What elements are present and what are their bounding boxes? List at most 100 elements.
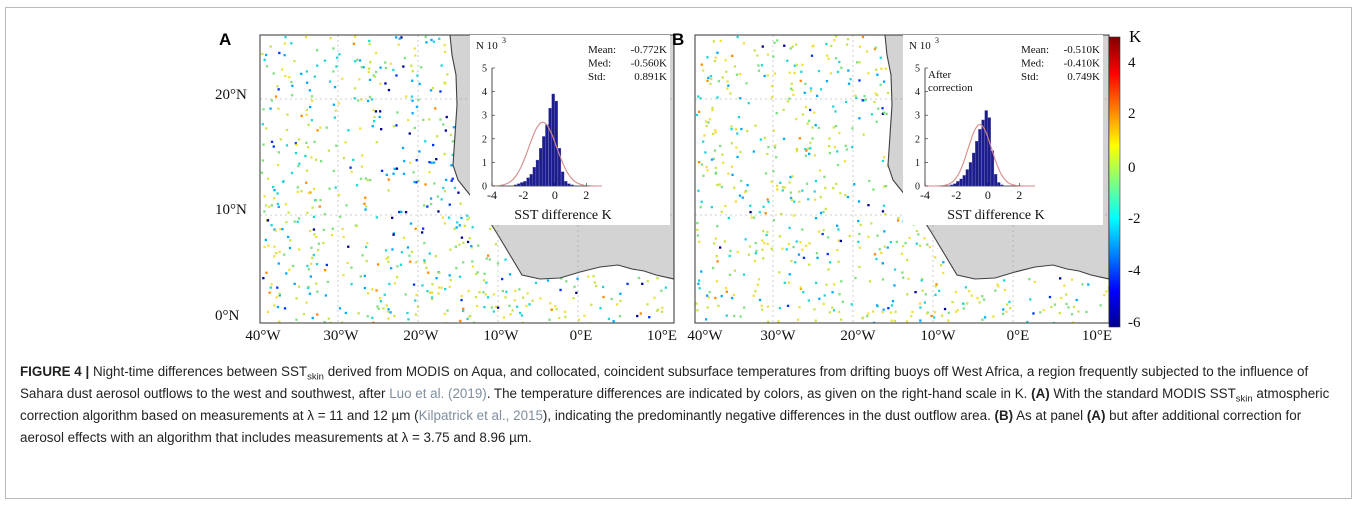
scatter-point <box>399 263 403 266</box>
scatter-point <box>330 234 334 237</box>
scatter-point <box>305 301 308 304</box>
scatter-point <box>484 293 487 296</box>
scatter-point <box>489 227 492 230</box>
caption-ref-luo[interactable]: Luo et al. (2019) <box>389 386 487 401</box>
scatter-point <box>354 35 357 38</box>
scatter-point <box>291 264 295 268</box>
scatter-point <box>358 78 361 81</box>
scatter-point <box>818 297 821 300</box>
scatter-point <box>813 111 816 114</box>
scatter-point <box>270 99 273 102</box>
scatter-point <box>268 205 271 208</box>
scatter-point <box>273 255 276 258</box>
scatter-point <box>878 248 881 251</box>
scatter-point <box>738 72 742 76</box>
scatter-point <box>1039 311 1042 314</box>
scatter-point <box>324 294 327 297</box>
scatter-point <box>915 242 918 245</box>
scatter-point <box>317 242 321 245</box>
scatter-point <box>924 293 927 296</box>
scatter-point <box>316 49 319 52</box>
scatter-point <box>494 305 497 308</box>
histogram-bar <box>968 162 973 187</box>
scatter-point <box>934 285 937 288</box>
scatter-point <box>269 45 272 48</box>
scatter-point <box>1077 310 1080 313</box>
scatter-point <box>398 37 401 40</box>
scatter-point <box>576 277 579 280</box>
caption-text-6: ), indicating the predominantly negative… <box>542 408 995 423</box>
scatter-point <box>437 292 440 295</box>
scatter-point <box>470 246 473 249</box>
scatter-point <box>338 53 341 56</box>
histogram-bar <box>548 107 552 187</box>
scatter-point <box>265 271 268 274</box>
scatter-point <box>328 187 331 190</box>
scatter-point <box>282 180 285 184</box>
scatter-point <box>411 70 414 73</box>
scatter-point <box>288 76 291 79</box>
scatter-point <box>283 253 286 256</box>
scatter-point <box>505 290 508 293</box>
scatter-point <box>268 291 271 294</box>
scatter-point <box>807 119 811 122</box>
scatter-point <box>822 302 825 305</box>
scatter-point <box>964 286 967 289</box>
scatter-point <box>276 85 279 88</box>
scatter-point <box>342 274 345 277</box>
scatter-point <box>864 98 867 101</box>
scatter-point <box>402 65 405 68</box>
inset-stat-name: Std: <box>1021 71 1039 83</box>
scatter-point <box>332 70 335 73</box>
scatter-point <box>393 314 396 318</box>
scatter-point <box>807 198 810 201</box>
scatter-point <box>432 143 435 147</box>
scatter-point <box>458 224 461 227</box>
scatter-point <box>1067 306 1070 309</box>
scatter-point <box>418 82 421 85</box>
scatter-point <box>300 114 303 117</box>
scatter-point <box>788 226 791 229</box>
scatter-point <box>792 93 795 97</box>
scatter-point <box>333 116 336 119</box>
scatter-point <box>264 204 268 207</box>
scatter-point <box>868 179 871 183</box>
scatter-point <box>799 286 802 289</box>
scatter-point <box>272 72 275 75</box>
scatter-point <box>733 314 736 318</box>
scatter-point <box>696 309 699 312</box>
scatter-point <box>1087 283 1090 286</box>
scatter-point <box>460 216 463 220</box>
scatter-point <box>334 109 337 112</box>
scatter-point <box>1103 294 1106 297</box>
scatter-point <box>392 233 395 236</box>
scatter-point <box>342 157 345 160</box>
scatter-point <box>471 226 474 229</box>
scatter-point <box>890 319 893 322</box>
scatter-point <box>915 229 919 233</box>
scatter-point <box>379 297 382 300</box>
scatter-point <box>828 151 831 155</box>
scatter-point <box>715 280 719 283</box>
scatter-point <box>356 58 359 61</box>
scatter-point <box>925 312 929 315</box>
scatter-point <box>787 281 791 284</box>
inset-stat-value: -0.772K <box>631 44 667 56</box>
scatter-point <box>978 301 981 304</box>
inset-background <box>903 35 1103 225</box>
scatter-point <box>810 54 814 57</box>
inset-y-tick-label: 1 <box>482 158 487 169</box>
scatter-point <box>468 237 471 240</box>
scatter-point <box>263 210 266 213</box>
scatter-point <box>275 296 278 299</box>
scatter-point <box>430 203 433 206</box>
scatter-point <box>770 248 774 251</box>
scatter-point <box>827 268 830 271</box>
caption-ref-kilpatrick[interactable]: Kilpatrick et al., 2015 <box>418 408 543 423</box>
scatter-point <box>555 308 558 311</box>
scatter-point <box>832 187 835 190</box>
scatter-point <box>319 198 322 202</box>
scatter-point <box>780 213 783 216</box>
scatter-point <box>832 105 835 108</box>
scatter-point <box>297 285 301 288</box>
